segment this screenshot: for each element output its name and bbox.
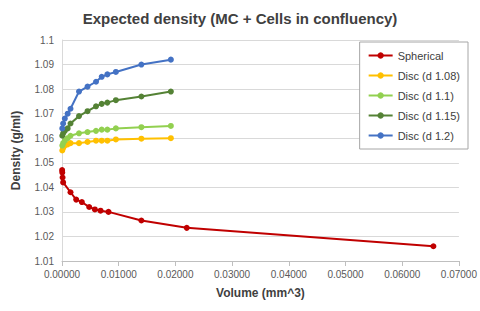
svg-text:0.04000: 0.04000 <box>271 269 308 280</box>
svg-text:1.02: 1.02 <box>35 231 55 242</box>
svg-text:0.01000: 0.01000 <box>101 269 138 280</box>
svg-text:Volume (mm^3): Volume (mm^3) <box>216 286 305 300</box>
svg-text:Disc (d 1.08): Disc (d 1.08) <box>398 70 460 82</box>
svg-text:1.07: 1.07 <box>35 108 55 119</box>
svg-text:0.05000: 0.05000 <box>327 269 364 280</box>
svg-text:1.06: 1.06 <box>35 133 55 144</box>
svg-text:Spherical: Spherical <box>398 50 444 62</box>
svg-text:Disc (d 1.15): Disc (d 1.15) <box>398 110 460 122</box>
svg-text:0.00000: 0.00000 <box>44 269 81 280</box>
svg-text:1.03: 1.03 <box>35 206 55 217</box>
svg-text:0.02000: 0.02000 <box>157 269 194 280</box>
svg-text:Disc (d 1.1): Disc (d 1.1) <box>398 90 454 102</box>
svg-text:1.04: 1.04 <box>35 182 55 193</box>
svg-text:0.06000: 0.06000 <box>384 269 421 280</box>
svg-text:Density (g/ml): Density (g/ml) <box>9 111 23 190</box>
svg-text:Disc (d 1.2): Disc (d 1.2) <box>398 130 454 142</box>
svg-text:1.01: 1.01 <box>35 256 55 267</box>
svg-text:Expected density (MC + Cells i: Expected density (MC + Cells in confluen… <box>83 10 398 27</box>
svg-text:1.05: 1.05 <box>35 157 55 168</box>
svg-text:0.03000: 0.03000 <box>214 269 251 280</box>
svg-text:1.09: 1.09 <box>35 59 55 70</box>
svg-text:0.07000: 0.07000 <box>441 269 478 280</box>
svg-text:1.08: 1.08 <box>35 84 55 95</box>
svg-text:1.1: 1.1 <box>40 35 54 46</box>
